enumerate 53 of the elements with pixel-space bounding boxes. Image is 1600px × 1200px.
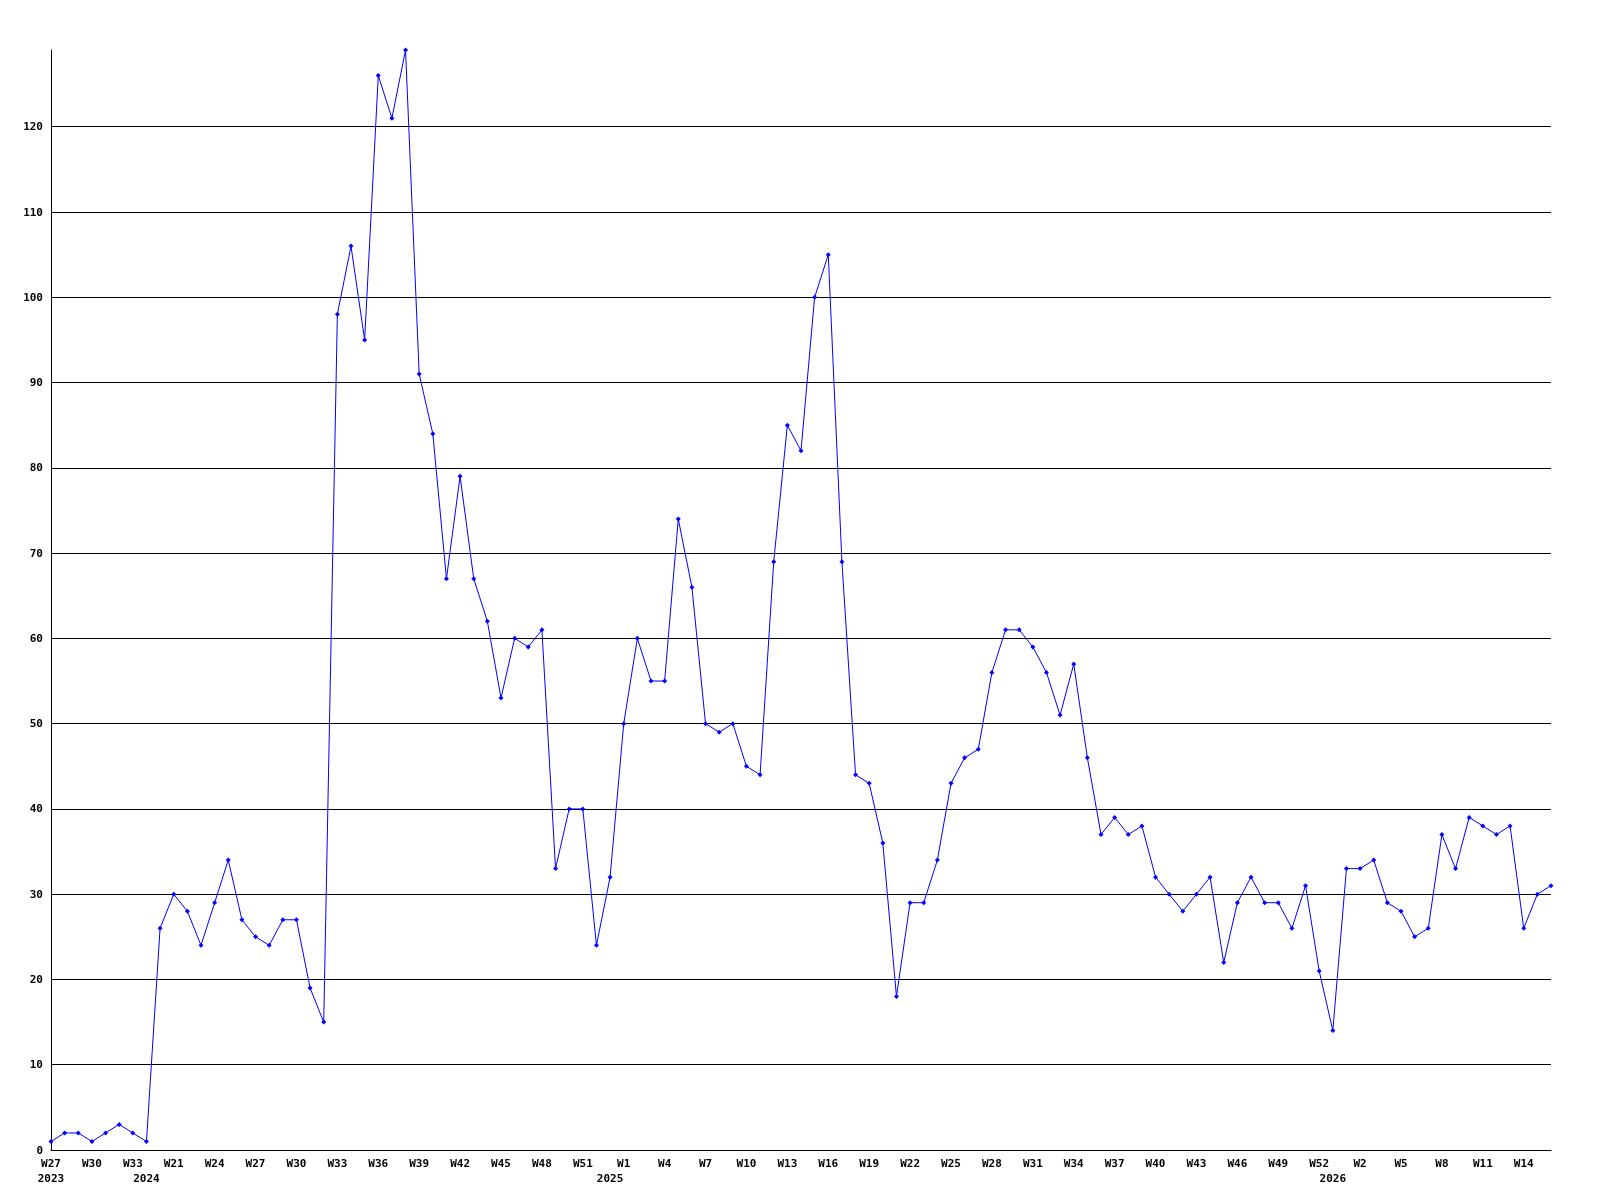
x-tick-label: W21 [163, 1157, 185, 1170]
x-tick-label: W24 [204, 1157, 225, 1170]
x-tick-label: W46 [1227, 1157, 1248, 1170]
x-tick-label: 2026 [1319, 1172, 1347, 1185]
x-tick-label: W34 [1063, 1157, 1085, 1170]
x-tick-label: W52 [1309, 1157, 1330, 1170]
y-tick-label: 30 [29, 887, 43, 901]
x-tick-label: W45 [491, 1157, 511, 1170]
x-tick-label: W27 2023 [37, 1157, 65, 1185]
x-tick-label: W2 [1353, 1157, 1367, 1170]
x-tick-label: W14 [1513, 1157, 1535, 1170]
x-tick-label: 2024 [133, 1172, 161, 1185]
x-tick-label: W25 [941, 1157, 961, 1170]
x-tick-label: W51 [572, 1157, 594, 1170]
y-tick-label: 100 [23, 290, 43, 304]
x-tick-label: W49 [1268, 1157, 1289, 1170]
x-tick-label: W4 [658, 1157, 672, 1170]
x-tick-label: W40 [1145, 1157, 1166, 1170]
y-tick-label: 70 [29, 546, 43, 560]
y-tick-label: 120 [23, 120, 43, 134]
x-tick-label: W27 [245, 1157, 266, 1170]
y-tick-label: 0 [36, 1143, 43, 1157]
x-tick-label: W30 [81, 1157, 102, 1170]
x-tick-label: W1 [617, 1157, 631, 1170]
x-tick-label: W39 [409, 1157, 430, 1170]
x-tick-label: 2025 [596, 1172, 624, 1185]
y-tick-label: 90 [29, 376, 43, 390]
x-tick-label: W28 [981, 1157, 1002, 1170]
x-tick-label: W37 [1104, 1157, 1125, 1170]
x-tick-label: W33 [327, 1157, 348, 1170]
x-tick-label: W8 [1435, 1157, 1449, 1170]
y-tick-label: 110 [23, 205, 43, 219]
x-tick-label: W19 [859, 1157, 880, 1170]
x-tick-label: W36 [368, 1157, 389, 1170]
x-tick-label: W5 [1394, 1157, 1408, 1170]
x-tick-label: W30 [286, 1157, 307, 1170]
x-tick-label: W22 [900, 1157, 921, 1170]
y-tick-label: 10 [29, 1058, 43, 1072]
y-tick-label: 50 [29, 717, 43, 731]
x-tick-label: W10 [736, 1157, 757, 1170]
x-tick-label: W43 [1186, 1157, 1207, 1170]
y-tick-label: 80 [29, 461, 43, 475]
x-tick-label: W42 [450, 1157, 471, 1170]
y-tick-label: 20 [29, 972, 43, 986]
x-tick-label: W7 [698, 1157, 713, 1170]
x-tick-label: W48 [531, 1157, 552, 1170]
x-tick-label: W16 [818, 1157, 839, 1170]
x-tick-label: W11 [1472, 1157, 1494, 1170]
y-tick-label: 40 [29, 802, 43, 816]
x-tick-label: W31 [1022, 1157, 1044, 1170]
x-tick-label: W33 [122, 1157, 143, 1170]
x-tick-label: W13 [777, 1157, 798, 1170]
y-tick-label: 60 [29, 631, 43, 645]
